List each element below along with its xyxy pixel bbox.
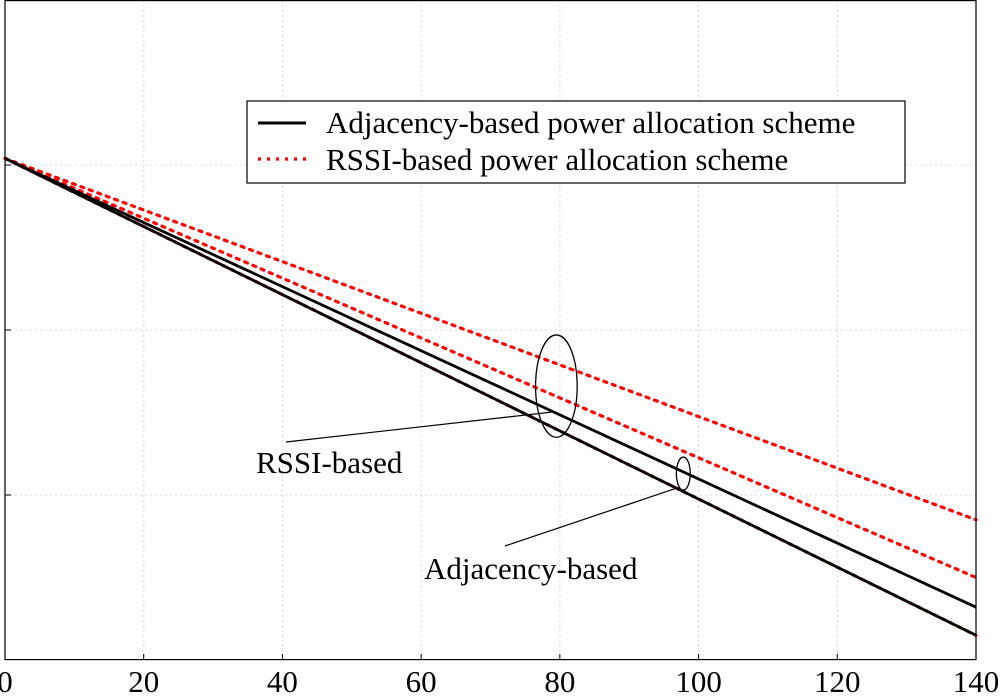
x-tick-label: 80 [544,664,575,699]
rssi-leader-line [285,411,552,443]
adjacency-based-annotation: Adjacency-based [424,551,638,586]
adjacency-leader-line [504,486,679,547]
legend-label-adjacency: Adjacency-based power allocation scheme [326,105,855,140]
x-tick-label: 100 [675,664,722,699]
x-tick-label: 0 [0,664,13,699]
legend-box [246,100,906,184]
adjacency-group-ellipse [675,456,691,491]
legend-label-rssi: RSSI-based power allocation scheme [326,142,788,177]
x-tick-label: 120 [814,664,861,699]
legend: Adjacency-based power allocation scheme … [246,100,906,184]
adjacency-series-line [4,157,977,609]
x-tick-label: 40 [267,664,298,699]
x-tick-label: 140 [953,664,1000,699]
rssi-series-line [3,156,978,522]
x-tick-label: 60 [406,664,437,699]
x-tick-label: 20 [128,664,159,699]
rssi-group-ellipse [534,334,578,438]
annotations: RSSI-based Adjacency-based [256,334,691,586]
rssi-based-annotation: RSSI-based [256,445,403,480]
adjacency-series-line [4,157,977,637]
rssi-series-line [3,156,978,580]
series-lines [3,156,978,637]
axis-ticks: 0 20 40 60 80 100 120 140 [0,164,1000,699]
